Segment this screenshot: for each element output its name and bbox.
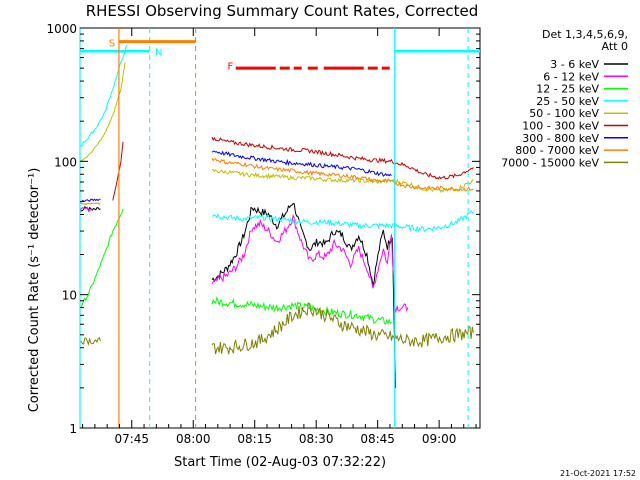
series-layer (79, 44, 474, 388)
x-tick-label: 08:00 (176, 432, 211, 446)
y-tick-label: 1000 (46, 22, 77, 36)
series-3 (79, 208, 392, 325)
flag-label-f: F (228, 61, 234, 72)
legend-entry-label: 12 - 25 keV (536, 83, 599, 96)
legend-entry-label: 6 - 12 keV (543, 70, 599, 83)
legend-entry-label: 50 - 100 keV (529, 107, 599, 120)
series-8 (79, 157, 474, 206)
legend-entry-label: 3 - 6 keV (550, 58, 599, 71)
series-6 (112, 136, 474, 201)
legend-header-line-2: Att 0 (602, 40, 628, 53)
x-tick-label: 08:45 (360, 432, 395, 446)
series-line (211, 213, 409, 314)
series-line-early (79, 198, 101, 203)
series-line-early (112, 141, 124, 201)
x-tick-label: 08:30 (299, 432, 334, 446)
series-line-early (79, 206, 93, 213)
y-tick-label: 1 (69, 422, 77, 436)
series-line-early (79, 62, 126, 162)
x-tick-label: 07:45 (114, 432, 149, 446)
generation-timestamp: 21-Oct-2021 17:52 (560, 469, 636, 478)
flag-label-n: N (155, 48, 162, 59)
y-axis: 1 10 100 1000 (46, 22, 480, 436)
series-line (211, 150, 392, 177)
series-line (211, 296, 392, 325)
series-line-early (79, 208, 124, 309)
chart-title: RHESSI Observing Summary Count Rates, Co… (86, 2, 479, 20)
series-line (211, 157, 474, 192)
plot-area (79, 27, 481, 429)
legend-entry-label: 7000 - 15000 keV (501, 156, 599, 169)
y-tick-label: 100 (54, 155, 77, 169)
series-line-early (79, 336, 101, 346)
series-7 (79, 150, 392, 203)
legend-header-line-1: Det 1,3,4,5,6,9, (542, 28, 628, 41)
series-line (211, 203, 397, 388)
x-axis-label: Start Time (02-Aug-03 07:32:22) (174, 455, 386, 470)
y-axis-label: Corrected Count Rate (s⁻¹ detector⁻¹) (27, 168, 42, 413)
series-line (211, 209, 474, 233)
y-tick-label: 10 (62, 289, 77, 303)
legend-entry-label: 25 - 50 keV (536, 95, 599, 108)
series-line (211, 136, 474, 180)
overlay-layer: S N F (79, 28, 480, 428)
series-line (211, 302, 474, 355)
series-line-early (79, 205, 101, 212)
x-tick-label: 08:15 (237, 432, 272, 446)
series-9 (79, 302, 474, 355)
series-2 (79, 206, 409, 314)
series-line-early (79, 202, 101, 206)
legend-entry-label: 300 - 800 keV (522, 132, 599, 145)
x-axis: 07:45 08:00 08:15 08:30 08:45 09:00 (82, 28, 477, 446)
legend-entry-label: 100 - 300 keV (522, 120, 599, 133)
flag-label-s: S (109, 38, 115, 49)
legend-entry-label: 800 - 7000 keV (515, 144, 599, 157)
series-1 (79, 203, 397, 388)
x-tick-label: 09:00 (422, 432, 457, 446)
